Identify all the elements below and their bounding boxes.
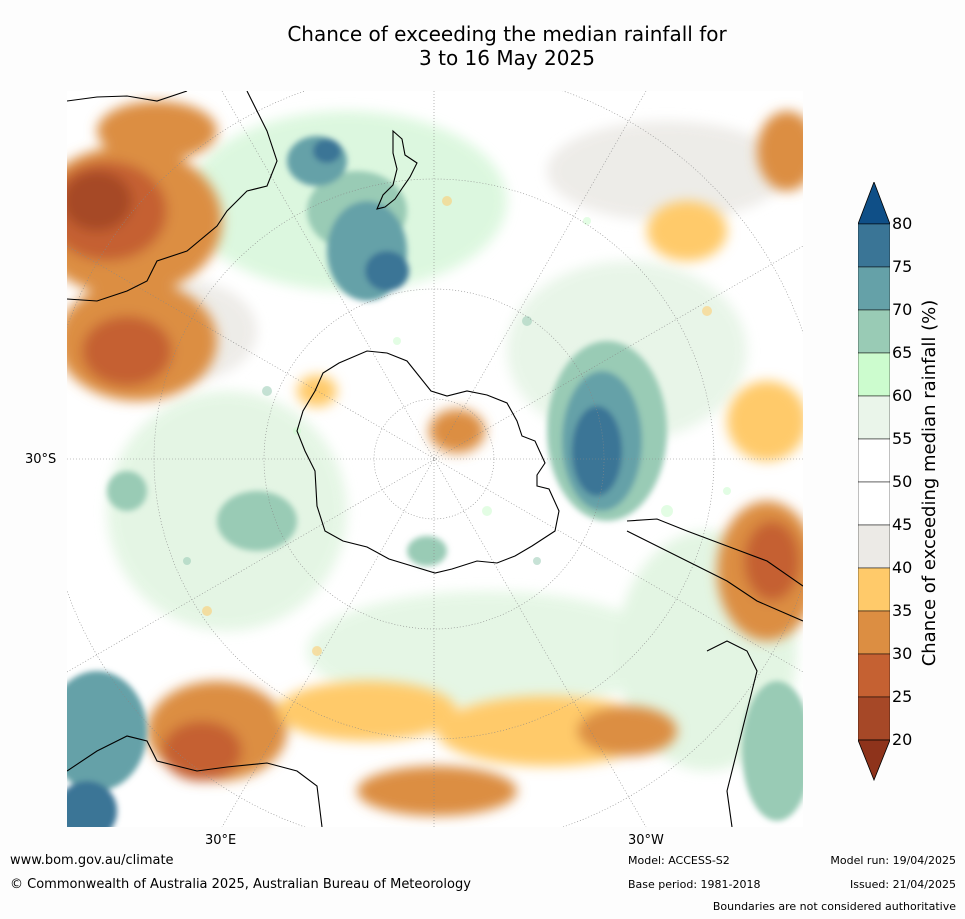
colorbar-tick-50: 50	[892, 472, 913, 491]
new-zealand-coastline	[376, 129, 418, 210]
colorbar-tick-55: 55	[892, 429, 913, 448]
chart-title: Chance of exceeding the median rainfall …	[0, 22, 965, 70]
colorbar-title: Chance of exceeding median rainfall (%)	[919, 299, 940, 667]
colorbar-tick-65: 65	[892, 343, 913, 362]
colorbar-segment-50-55	[857, 438, 891, 483]
title-line-2: 3 to 16 May 2025	[419, 46, 595, 70]
colorbar-segment-20-25	[857, 696, 891, 741]
colorbar-segment-70-75	[857, 266, 891, 311]
colorbar-tick-75: 75	[892, 257, 913, 276]
colorbar-tick-30: 30	[892, 644, 913, 663]
coastlines	[67, 91, 803, 827]
colorbar-segment-60-65	[857, 352, 891, 397]
model-run-text: Model run: 19/04/2025	[830, 854, 956, 867]
disclaimer-text: Boundaries are not considered authoritat…	[712, 900, 956, 913]
base-period-text: Base period: 1981-2018	[628, 878, 761, 891]
polar-rainfall-map[interactable]	[67, 91, 803, 827]
colorbar-segment-65-70	[857, 309, 891, 354]
colorbar-segment-75-80	[857, 223, 891, 268]
australia-coastline	[67, 91, 278, 302]
colorbar-segment-under-20	[857, 739, 891, 782]
antarctica-coastline	[296, 350, 560, 574]
colorbar-segment-55-60	[857, 395, 891, 440]
title-line-1: Chance of exceeding the median rainfall …	[287, 22, 727, 46]
colorbar-tick-25: 25	[892, 687, 913, 706]
lon-label-30e: 30°E	[205, 833, 237, 848]
colorbar-svg	[857, 180, 891, 782]
colorbar	[857, 180, 891, 782]
model-text: Model: ACCESS-S2	[628, 854, 730, 867]
probability-field	[67, 101, 803, 827]
map-canvas	[67, 91, 803, 827]
colorbar-segment-35-40	[857, 567, 891, 612]
colorbar-tick-70: 70	[892, 300, 913, 319]
issued-text: Issued: 21/04/2025	[849, 878, 956, 891]
colorbar-tick-60: 60	[892, 386, 913, 405]
colorbar-segment-40-45	[857, 524, 891, 569]
south-america-coastline	[626, 518, 803, 827]
colorbar-segment-30-35	[857, 610, 891, 655]
colorbar-tick-80: 80	[892, 214, 913, 233]
colorbar-segment-25-30	[857, 653, 891, 698]
colorbar-tick-45: 45	[892, 515, 913, 534]
colorbar-tick-40: 40	[892, 558, 913, 577]
africa-coastline	[67, 735, 323, 827]
colorbar-tick-20: 20	[892, 730, 913, 749]
lon-label-30w: 30°W	[628, 833, 664, 848]
colorbar-segment-over-80	[857, 180, 891, 225]
website-link[interactable]: www.bom.gov.au/climate	[10, 853, 174, 868]
graticule	[67, 91, 803, 827]
colorbar-tick-35: 35	[892, 601, 913, 620]
colorbar-segment-45-50	[857, 481, 891, 526]
copyright-text: © Commonwealth of Australia 2025, Austra…	[10, 877, 471, 892]
lat-label-30s: 30°S	[25, 452, 57, 467]
